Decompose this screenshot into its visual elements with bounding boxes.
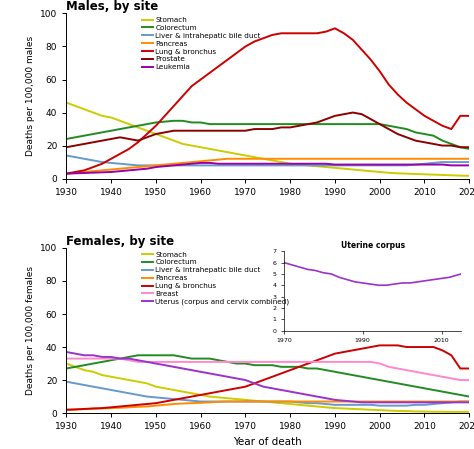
Text: Females, by site: Females, by site: [66, 235, 174, 248]
Y-axis label: Deaths per 100,000 females: Deaths per 100,000 females: [26, 266, 35, 395]
Y-axis label: Deaths per 100,000 males: Deaths per 100,000 males: [26, 36, 35, 156]
Legend: Stomach, Colorectum, Liver & intrahepatic bile duct, Pancreas, Lung & bronchus, : Stomach, Colorectum, Liver & intrahepati…: [143, 251, 290, 305]
X-axis label: Year of death: Year of death: [233, 437, 302, 447]
Text: Males, by site: Males, by site: [66, 0, 159, 13]
Legend: Stomach, Colorectum, Liver & intrahepatic bile duct, Pancreas, Lung & bronchus, : Stomach, Colorectum, Liver & intrahepati…: [143, 17, 261, 70]
